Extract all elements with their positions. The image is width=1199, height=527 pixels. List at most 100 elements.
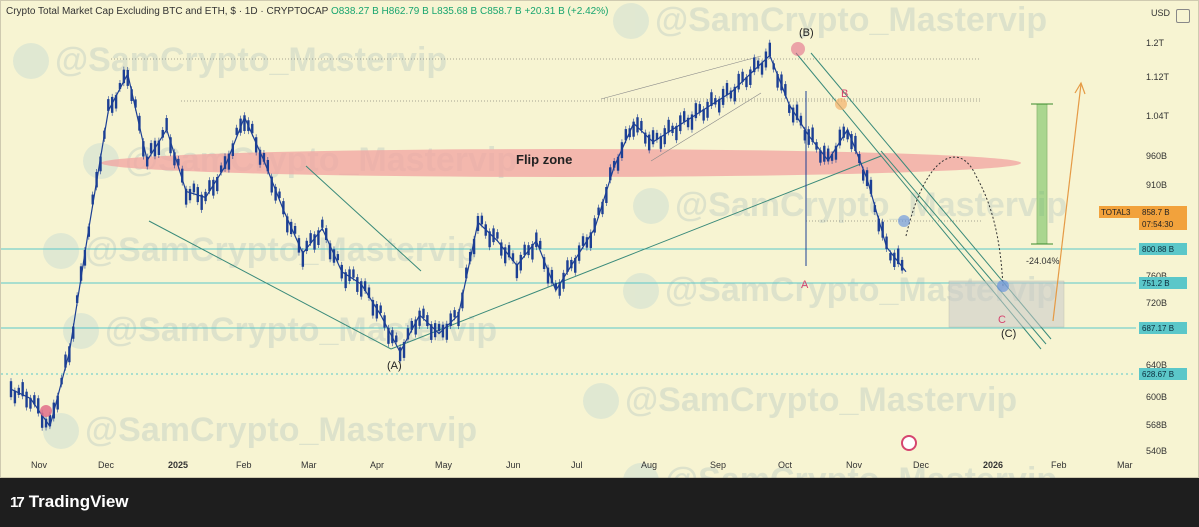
candle: [503, 247, 507, 264]
candle: [682, 111, 686, 122]
candle: [138, 115, 141, 131]
candle: [558, 282, 561, 296]
candle: [515, 263, 519, 279]
candle: [52, 402, 56, 419]
candle: [799, 115, 803, 126]
candle: [383, 315, 386, 328]
candle: [830, 154, 834, 161]
candle: [461, 292, 464, 309]
candle: [449, 313, 452, 327]
candle: [122, 69, 126, 84]
candle: [496, 232, 499, 239]
candle: [239, 118, 242, 133]
y-tick-label: 1.2T: [1146, 38, 1165, 48]
candle: [231, 143, 235, 156]
candle: [690, 114, 694, 130]
watermark: @SamCrypto_Mastervip: [43, 411, 477, 449]
wave-c-label: (C): [1001, 328, 1016, 340]
x-tick-label: Feb: [1051, 460, 1067, 470]
low-marker: [40, 405, 52, 417]
candle: [196, 187, 199, 203]
candle: [422, 308, 425, 318]
candle: [858, 154, 861, 164]
settings-icon[interactable]: [1176, 9, 1190, 23]
candle: [838, 129, 842, 146]
candle: [79, 266, 83, 281]
candle: [885, 236, 888, 250]
candle: [756, 60, 760, 69]
watermark: @SamCrypto_Mastervip: [633, 186, 1067, 224]
candle: [776, 74, 779, 88]
candle: [395, 335, 398, 343]
svg-text:@SamCrypto_Mastervip: @SamCrypto_Mastervip: [85, 411, 477, 449]
candle: [324, 228, 328, 241]
candle: [527, 245, 530, 256]
candle: [897, 248, 900, 265]
events-icon[interactable]: [901, 435, 917, 451]
candle: [44, 418, 48, 428]
peak-marker: [791, 42, 805, 56]
candle: [371, 299, 375, 316]
chart-canvas[interactable]: @SamCrypto_Mastervip @SamCrypto_Mastervip…: [1, 1, 1199, 479]
candle: [651, 130, 655, 145]
candle: [616, 156, 620, 171]
candle: [169, 137, 172, 154]
resistance-lines: [111, 58, 981, 222]
candle: [566, 260, 569, 272]
ohlc-close: C858.7 B: [479, 6, 522, 17]
footer-bar: 17 TradingView: [0, 478, 1199, 527]
y-axis[interactable]: 1.2T 1.12T 1.04T 960B 910B 760B 720B 640B 600B 56…: [1146, 38, 1170, 456]
wave-a-label: (A): [387, 360, 402, 372]
candle: [433, 323, 437, 338]
candle: [68, 346, 71, 363]
candle: [531, 244, 534, 260]
candle: [118, 82, 122, 90]
candle: [258, 149, 262, 165]
candle: [644, 132, 647, 144]
candle: [445, 323, 449, 340]
tradingview-logo[interactable]: 17 TradingView: [10, 492, 129, 512]
candle: [165, 118, 168, 131]
symbol-title[interactable]: Crypto Total Market Cap Excluding BTC an…: [6, 6, 329, 17]
candle: [235, 127, 238, 135]
candle: [398, 347, 402, 362]
x-axis[interactable]: Nov Dec 2025 Feb Mar Apr May Jun Jul Aug Sep Oct Nov…: [31, 460, 1133, 470]
candle: [807, 129, 810, 145]
chart-area[interactable]: @SamCrypto_Mastervip @SamCrypto_Mastervip…: [0, 0, 1199, 479]
candle: [375, 304, 378, 319]
candle: [457, 311, 460, 327]
candle: [593, 218, 596, 233]
candle: [270, 176, 273, 193]
x-tick-label: Apr: [370, 460, 384, 470]
candle: [519, 254, 522, 271]
candle: [811, 127, 814, 142]
watermark: @SamCrypto_Mastervip: [613, 1, 1047, 39]
y-tick-label: 1.12T: [1146, 72, 1170, 82]
candle: [336, 254, 340, 261]
x-tick-label: Sep: [710, 460, 726, 470]
upside-arrow: [1052, 83, 1082, 322]
support-price-value: 628.67 B: [1142, 370, 1174, 379]
candle: [780, 74, 783, 91]
candle: [293, 226, 297, 234]
candle: [200, 194, 203, 210]
svg-text:@SamCrypto_Mastervip: @SamCrypto_Mastervip: [55, 41, 447, 79]
candle: [854, 135, 857, 152]
candle: [114, 95, 118, 109]
candle: [410, 320, 414, 330]
candle: [640, 120, 643, 131]
candle: [721, 88, 725, 105]
currency-label[interactable]: USD: [1151, 8, 1171, 18]
total3-value: 858.7 B: [1142, 208, 1170, 217]
current-marker: [898, 215, 910, 227]
candle: [107, 99, 110, 111]
candle: [659, 136, 663, 149]
x-tick-label: Jun: [506, 460, 521, 470]
candle: [340, 264, 343, 279]
candle: [418, 310, 421, 326]
candle: [243, 115, 246, 132]
candle: [262, 152, 266, 162]
candle: [130, 89, 133, 101]
candle: [188, 188, 192, 201]
candle: [764, 51, 768, 68]
